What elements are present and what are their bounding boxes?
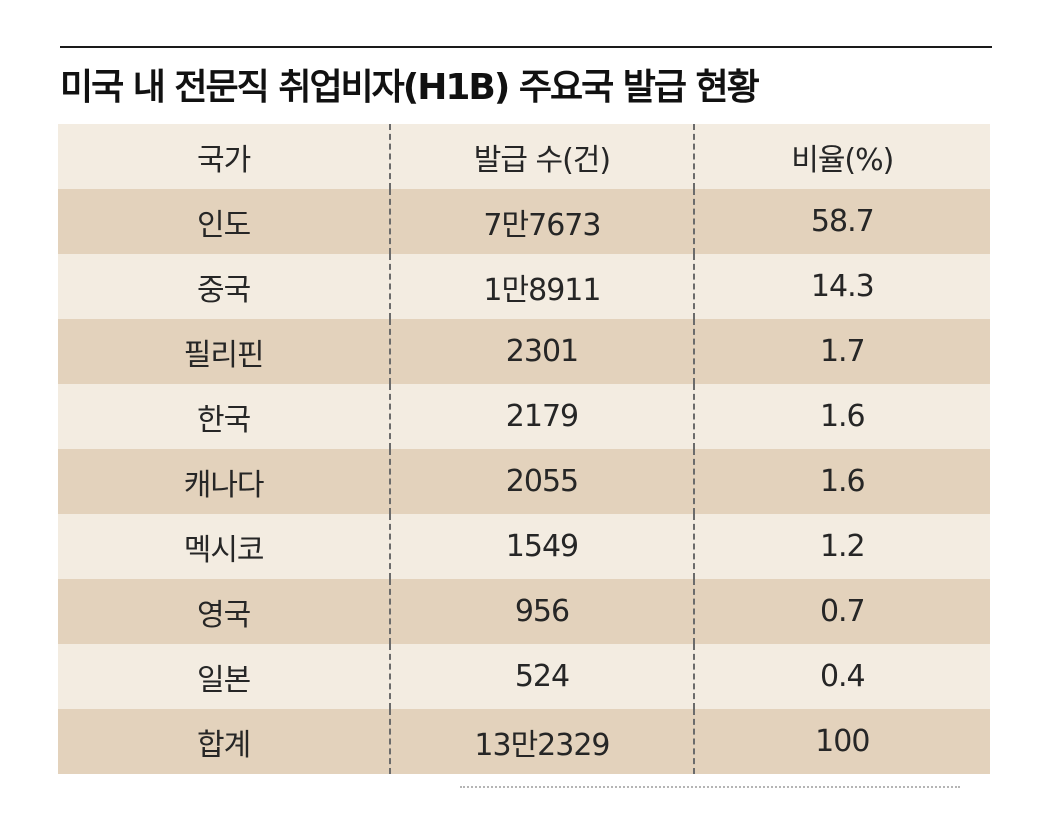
header-count: 발급 수(건) [391,124,695,189]
cell-count: 7만7673 [391,189,695,254]
cell-country: 필리핀 [58,319,392,384]
cell-count: 13만2329 [391,709,695,774]
cell-count: 524 [391,644,695,709]
cell-ratio: 1.2 [819,529,866,564]
cell-ratio: 1.6 [819,464,866,499]
cell-count: 2055 [391,449,695,514]
page-title: 미국 내 전문직 취업비자(H1B) 주요국 발급 현황 [60,67,760,108]
cell-count: 1만8911 [391,254,695,319]
table-row: 한국 2179 1.6 [58,384,990,449]
cell-country: 인도 [58,189,392,254]
bottom-dotted-rule [460,786,960,792]
header-ratio: 비율(%) [791,142,894,178]
cell-country: 한국 [58,384,392,449]
table-row: 인도 7만7673 58.7 [58,189,990,254]
cell-country: 캐나다 [58,449,392,514]
cell-country: 영국 [58,579,392,644]
cell-ratio: 0.7 [819,594,866,629]
table-header-row: 국가 발급 수(건) 비율(%) [58,124,990,189]
table-row: 영국 956 0.7 [58,579,990,644]
cell-count: 956 [391,579,695,644]
cell-ratio: 100 [815,724,870,759]
visa-table: 국가 발급 수(건) 비율(%) 인도 7만7673 58.7 중국 1만891… [58,124,990,776]
top-rule [60,46,992,48]
table-row: 필리핀 2301 1.7 [58,319,990,384]
table-row: 일본 524 0.4 [58,644,990,709]
cell-country: 중국 [58,254,392,319]
cell-ratio: 1.6 [819,399,866,434]
cell-ratio: 58.7 [810,204,875,239]
cell-count: 2179 [391,384,695,449]
cell-ratio: 0.4 [819,659,866,694]
table-row: 멕시코 1549 1.2 [58,514,990,579]
table-total-row: 합계 13만2329 100 [58,709,990,774]
cell-country: 합계 [58,709,392,774]
header-country: 국가 [58,124,392,189]
cell-country: 멕시코 [58,514,392,579]
cell-country: 일본 [58,644,392,709]
table-row: 중국 1만8911 14.3 [58,254,990,319]
cell-count: 2301 [391,319,695,384]
cell-ratio: 1.7 [819,334,866,369]
cell-count: 1549 [391,514,695,579]
cell-ratio: 14.3 [810,269,875,304]
table-row: 캐나다 2055 1.6 [58,449,990,514]
